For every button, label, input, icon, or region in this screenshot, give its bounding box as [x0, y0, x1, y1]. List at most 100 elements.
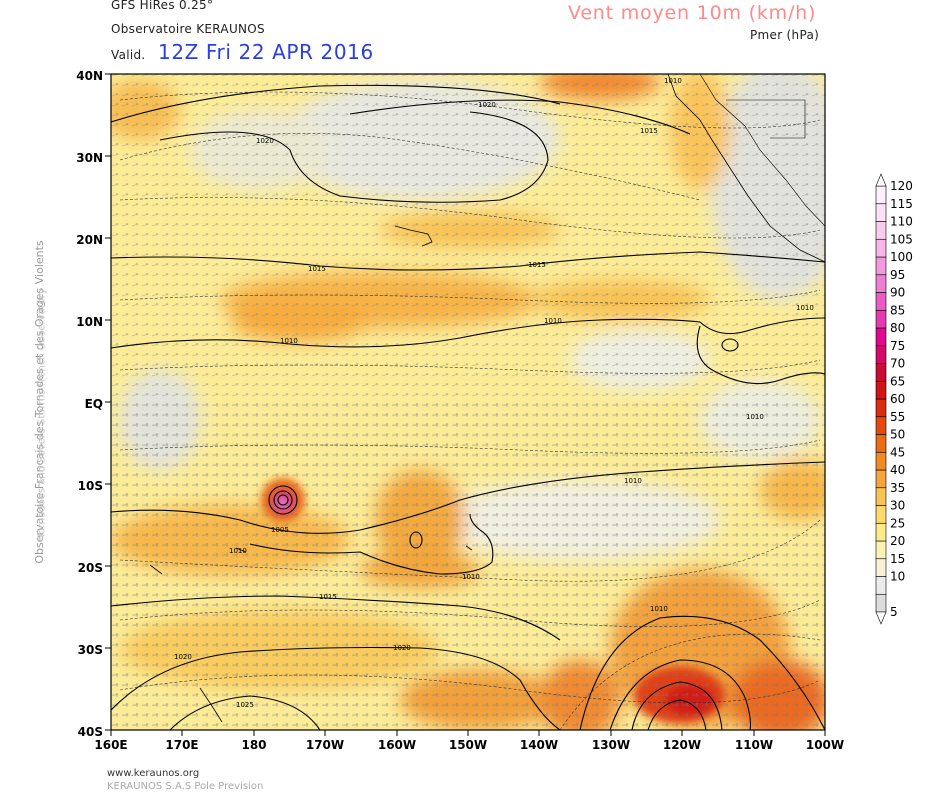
field-title: Vent moyen 10m (km/h): [568, 2, 817, 24]
isobar-label: 1020: [478, 101, 496, 109]
company-name: KERAUNOS S.A.S Pole Prevision: [107, 781, 264, 792]
legend-label: 50: [890, 428, 905, 442]
legend-label: 75: [890, 339, 905, 353]
isobar-label: 1010: [796, 304, 814, 312]
legend-swatch: [875, 434, 887, 453]
legend-label: 85: [890, 303, 905, 317]
legend-label: 60: [890, 392, 905, 406]
legend-swatch: [875, 256, 887, 276]
legend-swatch: [875, 398, 887, 418]
isobar-label: 1015: [640, 127, 658, 135]
isobar-label: 1020: [174, 653, 192, 661]
latitude-axis: 40N 30N 20N 10N EQ 10S 20S 30S 40S: [76, 69, 103, 739]
isobar-label: 1005: [271, 526, 289, 534]
lon-tick-label: 170W: [306, 738, 344, 752]
lat-tick-label: 10N: [76, 315, 103, 329]
legend-swatch: [875, 522, 887, 542]
observatory-name: Observatoire KERAUNOS: [111, 22, 265, 36]
legend-swatch: [875, 505, 887, 524]
legend-swatch: [875, 558, 887, 577]
legend-label: 45: [890, 445, 905, 459]
wind-speed-field: 1010 1020 1015 1020 1015 1015 1010 1010 …: [111, 74, 825, 730]
legend-label: 120: [890, 179, 913, 193]
model-name: GFS HiRes 0.25°: [111, 0, 214, 12]
valid-label: Valid.: [111, 48, 146, 62]
isobar-label: 1010: [624, 477, 642, 485]
wind-speed-legend: 5 10 15 20 25 30 35 40 45 50 55 60 65 70 75 80 85 90 95 100…: [875, 173, 913, 625]
isobar-label: 1010: [746, 413, 764, 421]
lat-tick-label: 20N: [76, 233, 103, 247]
legend-label: 80: [890, 321, 905, 335]
website-url: www.keraunos.org: [107, 768, 200, 779]
lat-tick-label: 40N: [76, 69, 103, 83]
legend-swatch: [875, 327, 887, 347]
lon-tick-label: 100W: [806, 738, 844, 752]
valid-time: 12Z Fri 22 APR 2016: [158, 40, 374, 64]
lon-tick-label: 180: [241, 738, 266, 752]
legend-label: 25: [890, 516, 905, 530]
lon-tick-label: 160E: [94, 738, 127, 752]
isobar-label: 1010: [280, 337, 298, 345]
lon-tick-label: 110W: [735, 738, 773, 752]
isobar-label: 1025: [236, 701, 254, 709]
longitude-axis: 160E 170E 180 170W 160W 150W 140W 130W 1…: [94, 738, 844, 752]
isobar-label: 1010: [544, 317, 562, 325]
legend-label: 105: [890, 232, 913, 246]
legend-label: 95: [890, 268, 905, 282]
legend-swatch: [875, 238, 887, 258]
legend-max-arrow: [875, 173, 887, 187]
field-subtitle: Pmer (hPa): [750, 28, 820, 42]
legend-swatch: [875, 380, 887, 400]
legend-label: 30: [890, 499, 905, 513]
lat-tick-label: 40S: [78, 725, 103, 739]
legend-swatch: [875, 451, 887, 471]
legend-label: 65: [890, 374, 905, 388]
lon-tick-label: 120W: [663, 738, 701, 752]
legend-min-arrow: [875, 611, 887, 625]
legend-swatch: [875, 469, 887, 489]
legend-swatch: [875, 416, 887, 435]
legend-label: 35: [890, 481, 905, 495]
lat-tick-label: 30N: [76, 151, 103, 165]
lat-tick-label: 20S: [78, 561, 103, 575]
lat-tick-label: 30S: [78, 643, 103, 657]
isobar-label: 1015: [308, 265, 326, 273]
legend-label: 100: [890, 250, 913, 264]
isobar-label: 1010: [650, 605, 668, 613]
legend-label: 110: [890, 215, 913, 229]
legend-swatch: [875, 309, 887, 329]
lon-tick-label: 170E: [165, 738, 198, 752]
legend-swatch: [875, 203, 887, 222]
legend-label: 55: [890, 410, 905, 424]
isobar-label: 1015: [319, 593, 337, 601]
legend-swatch: [875, 576, 887, 595]
legend-swatch: [875, 274, 887, 293]
isobar-label: 1010: [664, 77, 682, 85]
legend-swatch: [875, 363, 887, 382]
legend-swatch: [875, 221, 887, 240]
legend-label: 5: [890, 605, 898, 619]
lat-tick-label: 10S: [78, 479, 103, 493]
legend-swatch: [875, 292, 887, 311]
legend-label: 40: [890, 463, 905, 477]
isobar-label: 1015: [528, 261, 546, 269]
legend-swatch: [875, 593, 887, 613]
legend-label: 70: [890, 357, 905, 371]
legend-swatch: [875, 185, 887, 205]
isobar-label: 1010: [462, 573, 480, 581]
lon-tick-label: 140W: [520, 738, 558, 752]
legend-label: 115: [890, 197, 913, 211]
legend-label: 15: [890, 552, 905, 566]
lon-tick-label: 130W: [592, 738, 630, 752]
isobar-labels: 1010 1020 1015 1020 1015 1015 1010 1010 …: [174, 77, 814, 709]
lon-tick-label: 160W: [378, 738, 416, 752]
lon-tick-label: 150W: [449, 738, 487, 752]
isobar-label: 1020: [256, 137, 274, 145]
legend-swatch: [875, 540, 887, 560]
legend-label: 10: [890, 570, 905, 584]
isobar-label: 1010: [229, 547, 247, 555]
isobar-label: 1020: [393, 644, 411, 652]
legend-swatch: [875, 345, 887, 364]
legend-swatch: [875, 487, 887, 506]
